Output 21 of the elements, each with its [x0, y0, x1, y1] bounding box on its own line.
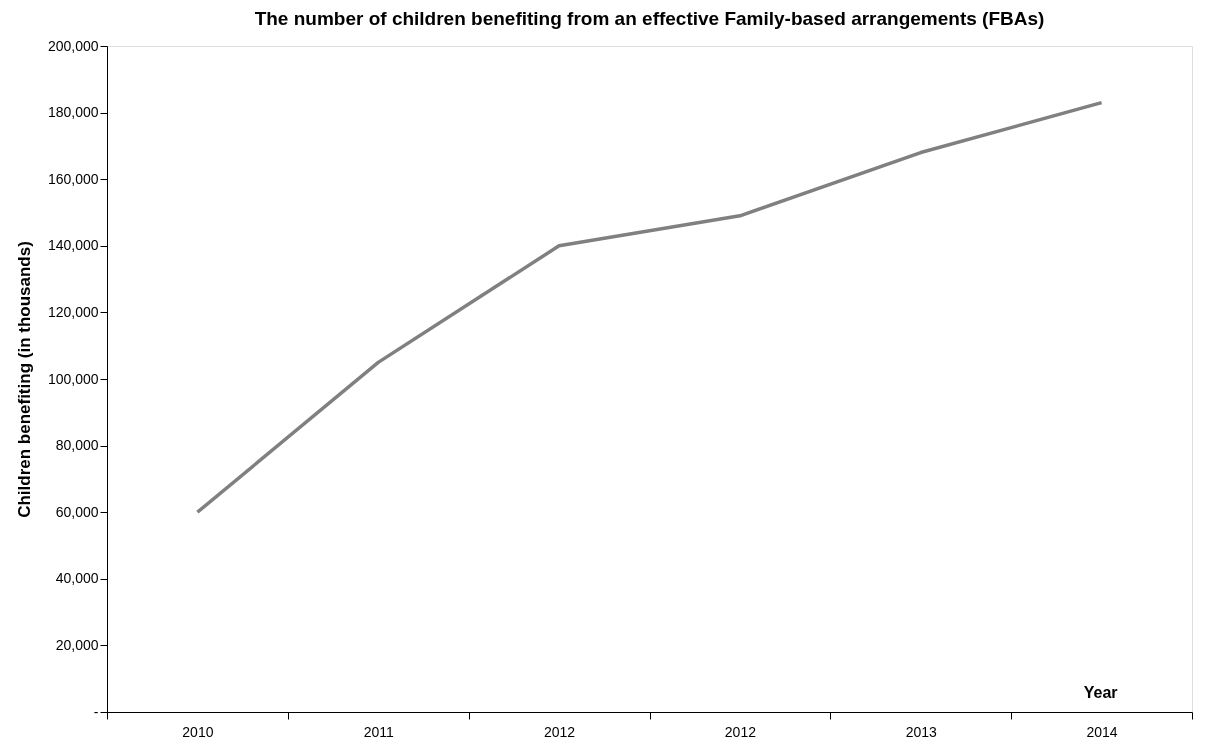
y-tick-label: 120,000	[47, 303, 99, 320]
y-tick-label: 20,000	[55, 636, 99, 653]
x-tick-label: 2012	[544, 723, 576, 740]
x-tick-label: 2011	[363, 723, 395, 740]
x-axis-title: Year	[1083, 683, 1118, 701]
y-tick-label: 160,000	[47, 170, 99, 187]
x-tick-label: 2014	[1086, 723, 1118, 740]
line-series	[195, 100, 1104, 514]
y-axis-title: Children benefiting (in thousands)	[14, 241, 34, 518]
chart-title: The number of children benefiting from an effective Family-based arrangements (FBAs)	[254, 8, 1045, 29]
y-tick-label: 180,000	[47, 104, 99, 121]
y-tick-label: 200,000	[47, 37, 99, 54]
x-tick-label: 2013	[905, 723, 938, 740]
y-tick-label: -	[93, 703, 99, 720]
y-tick-label: 40,000	[55, 570, 99, 587]
y-tick-label: 80,000	[55, 437, 99, 454]
y-tick-label: 100,000	[47, 370, 99, 387]
x-tick-label: 2010	[182, 723, 214, 740]
y-tick-label: 60,000	[55, 503, 99, 520]
x-tick-label: 2012	[724, 723, 757, 740]
y-tick-label: 140,000	[47, 237, 99, 254]
